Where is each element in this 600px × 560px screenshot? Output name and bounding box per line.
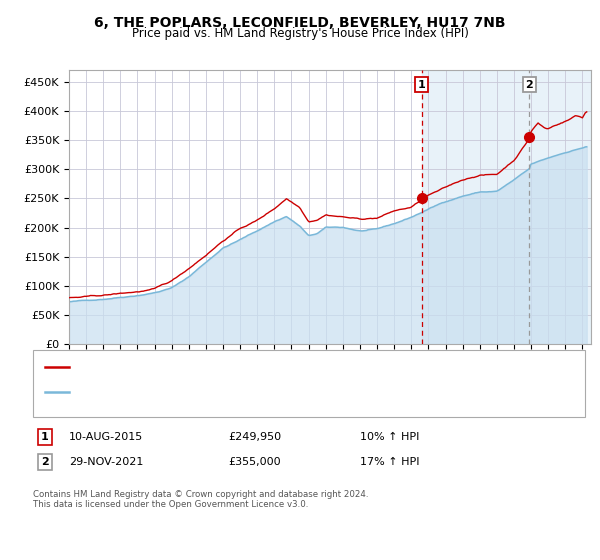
- Text: £355,000: £355,000: [228, 457, 281, 467]
- Text: Contains HM Land Registry data © Crown copyright and database right 2024.
This d: Contains HM Land Registry data © Crown c…: [33, 490, 368, 510]
- Text: 1: 1: [41, 432, 49, 442]
- Text: 10% ↑ HPI: 10% ↑ HPI: [360, 432, 419, 442]
- Text: 17% ↑ HPI: 17% ↑ HPI: [360, 457, 419, 467]
- Text: 2: 2: [41, 457, 49, 467]
- Text: HPI: Average price, detached house, East Riding of Yorkshire: HPI: Average price, detached house, East…: [75, 387, 391, 397]
- Text: 6, THE POPLARS, LECONFIELD, BEVERLEY, HU17 7NB (detached house): 6, THE POPLARS, LECONFIELD, BEVERLEY, HU…: [75, 362, 445, 372]
- Text: 1: 1: [418, 80, 425, 90]
- Text: Price paid vs. HM Land Registry's House Price Index (HPI): Price paid vs. HM Land Registry's House …: [131, 27, 469, 40]
- Text: 10-AUG-2015: 10-AUG-2015: [69, 432, 143, 442]
- Text: 29-NOV-2021: 29-NOV-2021: [69, 457, 143, 467]
- Text: 2: 2: [526, 80, 533, 90]
- Bar: [422, 70, 591, 344]
- Text: 6, THE POPLARS, LECONFIELD, BEVERLEY, HU17 7NB: 6, THE POPLARS, LECONFIELD, BEVERLEY, HU…: [94, 16, 506, 30]
- Text: £249,950: £249,950: [228, 432, 281, 442]
